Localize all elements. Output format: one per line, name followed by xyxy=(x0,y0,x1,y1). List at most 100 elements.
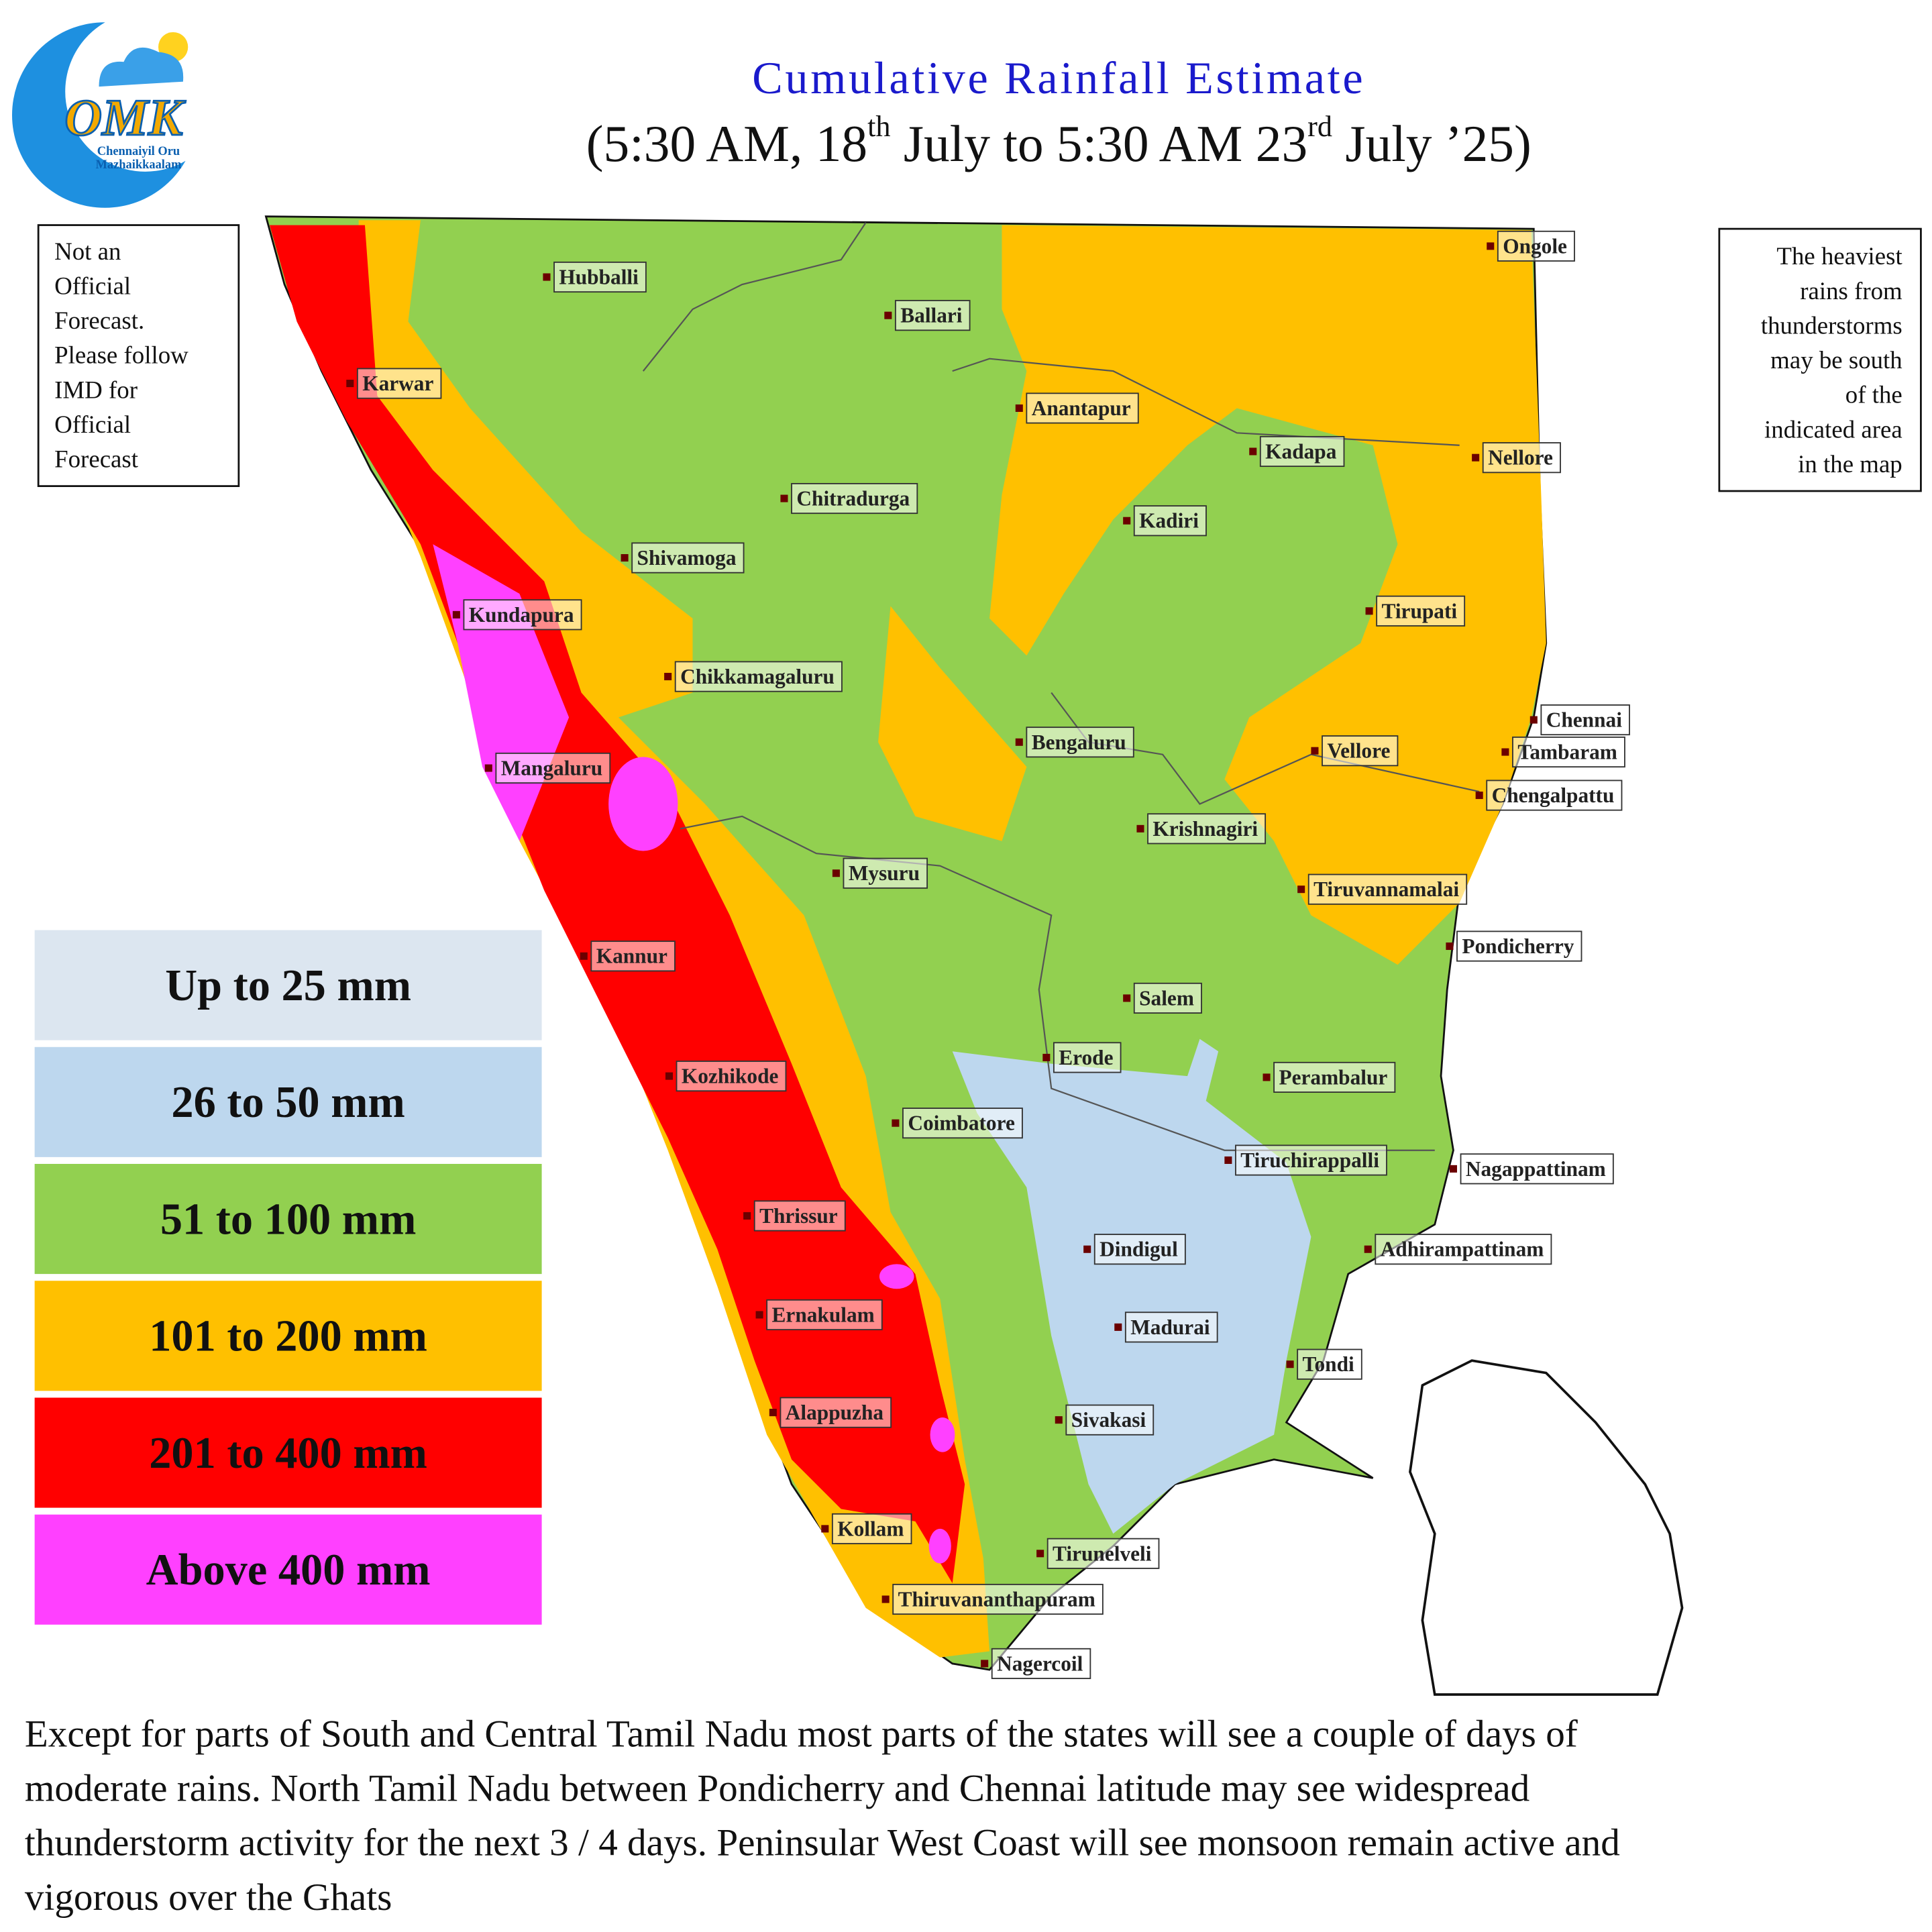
city-label: Kozhikode xyxy=(682,1065,779,1088)
city-label: Perambalur xyxy=(1279,1065,1387,1089)
city-marker xyxy=(1449,1165,1457,1173)
city-label: Nagappattinam xyxy=(1466,1157,1606,1181)
city-marker xyxy=(1446,942,1454,951)
city-label: Thrissur xyxy=(759,1204,838,1228)
city-label: Tambaram xyxy=(1517,741,1617,764)
city-label: Krishnagiri xyxy=(1152,817,1258,841)
city-label: Kollam xyxy=(837,1517,904,1540)
city-label-box xyxy=(1026,727,1134,758)
city-label-box xyxy=(791,483,918,515)
legend-swatch xyxy=(34,1514,542,1625)
legend-swatch xyxy=(34,1046,542,1157)
note-box xyxy=(37,224,240,487)
city-marker xyxy=(1055,1416,1063,1424)
city-label: Shivamoga xyxy=(637,546,737,570)
city-label-box xyxy=(356,368,442,399)
city-marker xyxy=(1472,453,1480,462)
city-label: Hubballi xyxy=(559,266,639,289)
city-marker xyxy=(1529,716,1538,724)
city-marker xyxy=(821,1525,829,1533)
city-label-box xyxy=(631,542,745,574)
city-label-box xyxy=(894,300,971,331)
city-label: Chengalpattu xyxy=(1492,784,1615,807)
city-marker xyxy=(1224,1156,1232,1165)
city-label-box xyxy=(1053,1042,1122,1073)
city-label-box xyxy=(843,857,928,889)
city-label-box xyxy=(1322,735,1399,767)
city-label-box xyxy=(766,1299,883,1330)
city-marker xyxy=(1042,1053,1051,1061)
note-line: of the xyxy=(1845,381,1902,409)
city-marker xyxy=(981,1660,989,1668)
state-boundary xyxy=(680,815,1435,1151)
city-label-box xyxy=(1124,1311,1218,1343)
city-marker xyxy=(1487,242,1495,250)
city-label-box xyxy=(1259,435,1345,468)
note-box xyxy=(1718,227,1922,492)
city-label: Alappuzha xyxy=(786,1401,884,1424)
city-marker xyxy=(769,1409,777,1417)
city-label-box xyxy=(1486,780,1623,811)
subtitle-part: th xyxy=(867,110,890,143)
city-marker xyxy=(1015,738,1023,746)
city-label: Salem xyxy=(1139,986,1194,1010)
city-label: Chikkamagaluru xyxy=(680,665,835,688)
subtitle-part: (5:30 AM, 18 xyxy=(586,115,867,172)
summary-line: moderate rains. North Tamil Nadu between… xyxy=(25,1768,1529,1810)
city-marker xyxy=(881,1595,890,1603)
note-line: Official xyxy=(54,272,131,299)
legend-label: 51 to 100 mm xyxy=(160,1195,417,1244)
city-label-box xyxy=(1133,505,1207,537)
summary-line: vigorous over the Ghats xyxy=(25,1876,392,1919)
title: Cumulative Rainfall Estimate xyxy=(752,52,1365,103)
city-label-box xyxy=(674,661,843,692)
city-marker xyxy=(884,311,892,319)
city-marker xyxy=(780,494,788,502)
logo-tagline: Mazhaikkaalam xyxy=(96,158,182,171)
legend-label: Up to 25 mm xyxy=(165,961,411,1010)
city-label: Dindigul xyxy=(1099,1238,1178,1261)
city-marker xyxy=(1114,1323,1122,1331)
city-label-box xyxy=(1026,392,1139,424)
subtitle-part: July to 5:30 AM 23 xyxy=(891,115,1308,172)
city-marker xyxy=(664,673,672,681)
note-line: Forecast. xyxy=(54,307,144,334)
city-label: Tirupati xyxy=(1382,599,1458,623)
city-marker xyxy=(1365,607,1373,615)
city-label: Mangaluru xyxy=(501,756,602,780)
city-label: Mysuru xyxy=(849,861,920,885)
city-label-box xyxy=(1273,1061,1396,1093)
city-label-box xyxy=(780,1397,892,1428)
legend-label: 26 to 50 mm xyxy=(171,1078,405,1127)
note-line: The heaviest xyxy=(1776,242,1902,270)
city-marker xyxy=(621,554,629,562)
city-label: Kadiri xyxy=(1139,509,1199,533)
note-line: Official xyxy=(54,411,131,438)
city-label-box xyxy=(1297,1348,1362,1380)
city-marker xyxy=(1249,447,1257,455)
city-label: Anantapur xyxy=(1032,396,1131,420)
city-label-box xyxy=(1065,1404,1155,1436)
city-label: Karwar xyxy=(362,372,433,395)
city-marker xyxy=(1297,885,1305,894)
city-label-box xyxy=(553,261,647,293)
city-label-box xyxy=(1046,1538,1160,1569)
city-label: Ballari xyxy=(900,304,963,327)
subtitle-part: rd xyxy=(1307,110,1332,143)
city-marker xyxy=(1015,404,1023,412)
city-label: Sivakasi xyxy=(1071,1408,1146,1432)
city-label-box xyxy=(590,941,676,972)
city-label: Bengaluru xyxy=(1032,731,1126,754)
note-line: thunderstorms xyxy=(1761,311,1902,339)
city-label: Nellore xyxy=(1488,446,1553,470)
city-label: Madurai xyxy=(1130,1316,1210,1339)
city-label: Thiruvananthapuram xyxy=(898,1588,1095,1611)
city-marker xyxy=(484,764,492,772)
city-label-box xyxy=(1235,1144,1387,1176)
city-marker xyxy=(1501,748,1509,756)
city-marker xyxy=(1036,1550,1044,1558)
city-label-box xyxy=(892,1583,1104,1615)
city-marker xyxy=(1123,517,1131,525)
